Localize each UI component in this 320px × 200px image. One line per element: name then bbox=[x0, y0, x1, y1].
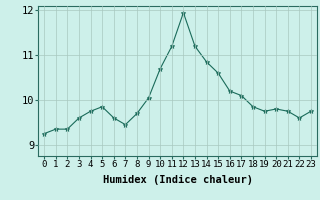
X-axis label: Humidex (Indice chaleur): Humidex (Indice chaleur) bbox=[103, 175, 252, 185]
